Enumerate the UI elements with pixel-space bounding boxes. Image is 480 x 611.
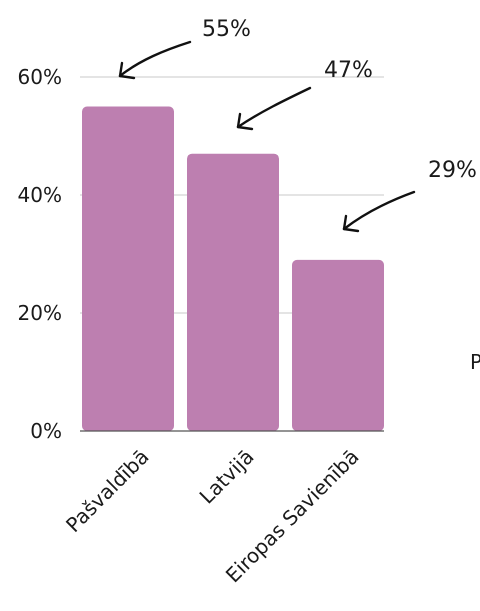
annotation-arrowhead: [236, 112, 254, 131]
y-tick-labels: 0% 20% 40% 60%: [18, 65, 62, 443]
annotation-arrow: [342, 190, 416, 231]
annotation-arrow: [118, 40, 192, 78]
annotation-arrowhead: [342, 214, 360, 233]
bar: [82, 106, 174, 431]
clipped-label: P: [470, 350, 480, 374]
annotation-arrow: [236, 86, 312, 129]
bar: [187, 153, 279, 431]
bars-layer: [82, 106, 384, 431]
y-tick-label: 60%: [18, 65, 62, 89]
annotations: 55% 47% 29%: [118, 17, 477, 233]
bar: [292, 259, 384, 431]
data-label: 47%: [324, 58, 373, 83]
data-label: 29%: [428, 158, 477, 183]
y-tick-label: 20%: [18, 301, 62, 325]
annotation-arrowhead: [118, 61, 136, 80]
y-tick-label: 0%: [30, 419, 62, 443]
category-label: Pašvaldībā: [61, 445, 153, 537]
data-label: 55%: [202, 17, 251, 42]
y-tick-label: 40%: [18, 183, 62, 207]
category-label: Latvijā: [195, 445, 259, 509]
